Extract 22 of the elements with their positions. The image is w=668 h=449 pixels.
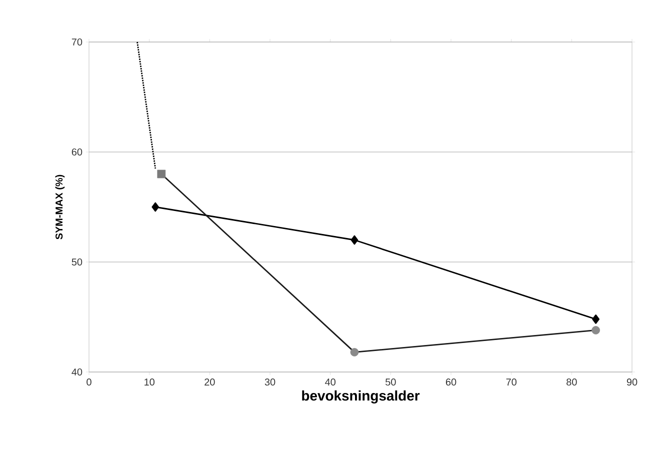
x-tick-label: 10 xyxy=(144,378,154,386)
point xyxy=(592,314,600,324)
x-tick-label: 50 xyxy=(386,378,396,386)
y-tick-label: 60 xyxy=(72,148,82,156)
x-tick-label: 20 xyxy=(204,378,215,386)
x-tick-label: 0 xyxy=(86,378,92,386)
x-tick-label: 40 xyxy=(325,378,336,386)
point xyxy=(152,202,160,212)
y-tick-label: 70 xyxy=(72,38,82,46)
point xyxy=(350,235,358,245)
y-tick-label: 40 xyxy=(72,368,82,376)
x-tick-label: 80 xyxy=(566,378,577,386)
x-tick-label: 30 xyxy=(264,378,276,386)
point xyxy=(157,170,166,178)
x-tick-label: 70 xyxy=(506,378,516,386)
x-tick-label: 60 xyxy=(446,378,456,386)
x-tick-label: 90 xyxy=(626,378,638,386)
point xyxy=(592,326,600,334)
point xyxy=(350,348,359,356)
y-tick-label: 50 xyxy=(72,258,82,266)
y-axis-title: SYM-MAX (%) xyxy=(55,174,65,240)
x-axis-title: bevoksningsalder xyxy=(302,390,420,404)
